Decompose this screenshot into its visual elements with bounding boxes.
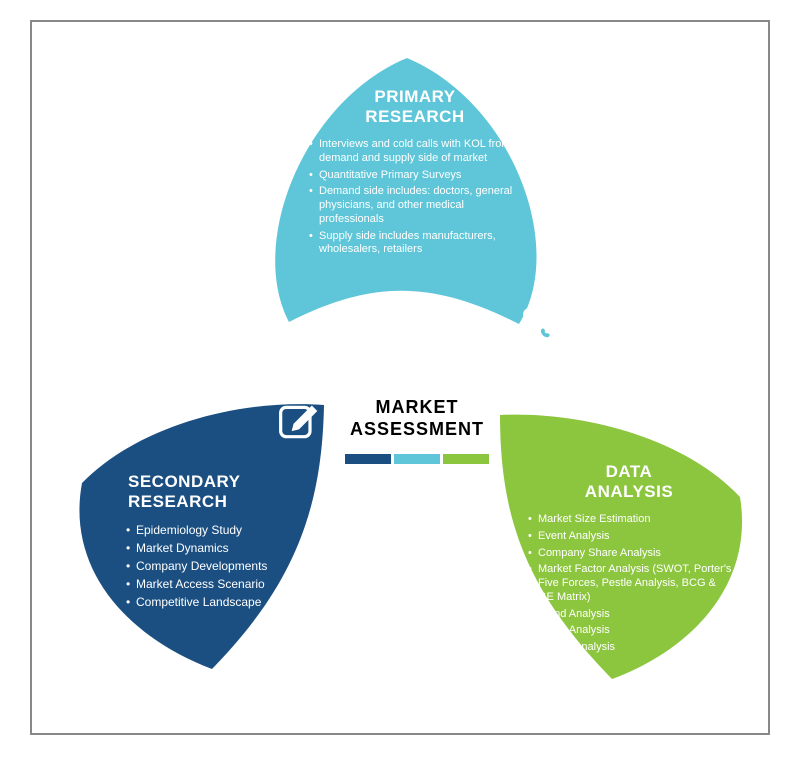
list-item: Pricing Analysis (528, 641, 734, 655)
color-swatches (317, 454, 517, 464)
petal-secondary-list: Epidemiology Study Market Dynamics Company… (122, 523, 322, 610)
petal-primary-research: PRIMARY RESEARCH Interviews and cold cal… (257, 52, 557, 342)
list-item: Event Analysis (528, 530, 734, 544)
title-text: RESEARCH (128, 492, 227, 511)
title-text: RESEARCH (365, 107, 464, 126)
swatch-secondary (345, 454, 391, 464)
petal-primary-content: PRIMARY RESEARCH Interviews and cold cal… (305, 87, 525, 307)
person-call-icon (512, 302, 556, 346)
list-item: Epidemiology Study (126, 523, 322, 538)
title-text: ANALYSIS (585, 482, 673, 501)
list-item: Company Share Analysis (528, 547, 734, 561)
petal-primary-list: Interviews and cold calls with KOL from … (305, 138, 525, 257)
petal-data-content: DATA ANALYSIS Market Size Estimation Even… (524, 462, 734, 682)
center-title-block: MARKET ASSESSMENT (317, 397, 517, 464)
list-item: Market Size Estimation (528, 513, 734, 527)
center-title-text: MARKET (376, 397, 459, 417)
list-item: Company Developments (126, 559, 322, 574)
list-item: Trade Analysis (528, 624, 734, 638)
center-title: MARKET ASSESSMENT (317, 397, 517, 440)
title-text: SECONDARY (128, 472, 241, 491)
title-text: DATA (606, 462, 653, 481)
center-title-text: ASSESSMENT (350, 419, 484, 439)
bar-chart-icon (480, 614, 524, 658)
petal-primary-title: PRIMARY RESEARCH (305, 87, 525, 126)
swatch-primary (394, 454, 440, 464)
infographic-frame: PRIMARY RESEARCH Interviews and cold cal… (30, 20, 770, 735)
list-item: Supply side includes manufacturers, whol… (309, 230, 525, 258)
petal-secondary-content: SECONDARY RESEARCH Epidemiology Study Mar… (122, 472, 322, 692)
petal-data-list: Market Size Estimation Event Analysis Comp… (524, 513, 734, 655)
title-text: PRIMARY (374, 87, 455, 106)
petal-secondary-title: SECONDARY RESEARCH (122, 472, 322, 511)
petal-data-title: DATA ANALYSIS (524, 462, 734, 501)
list-item: Demand side includes: doctors, general p… (309, 185, 525, 226)
list-item: Quantitative Primary Surveys (309, 169, 525, 183)
list-item: Trend Analysis (528, 608, 734, 622)
list-item: Market Factor Analysis (SWOT, Porter's F… (528, 563, 734, 604)
edit-pencil-icon (277, 400, 321, 444)
swatch-data (443, 454, 489, 464)
list-item: Competitive Landscape (126, 595, 322, 610)
list-item: Market Dynamics (126, 541, 322, 556)
list-item: Interviews and cold calls with KOL from … (309, 138, 525, 166)
list-item: Market Access Scenario (126, 577, 322, 592)
